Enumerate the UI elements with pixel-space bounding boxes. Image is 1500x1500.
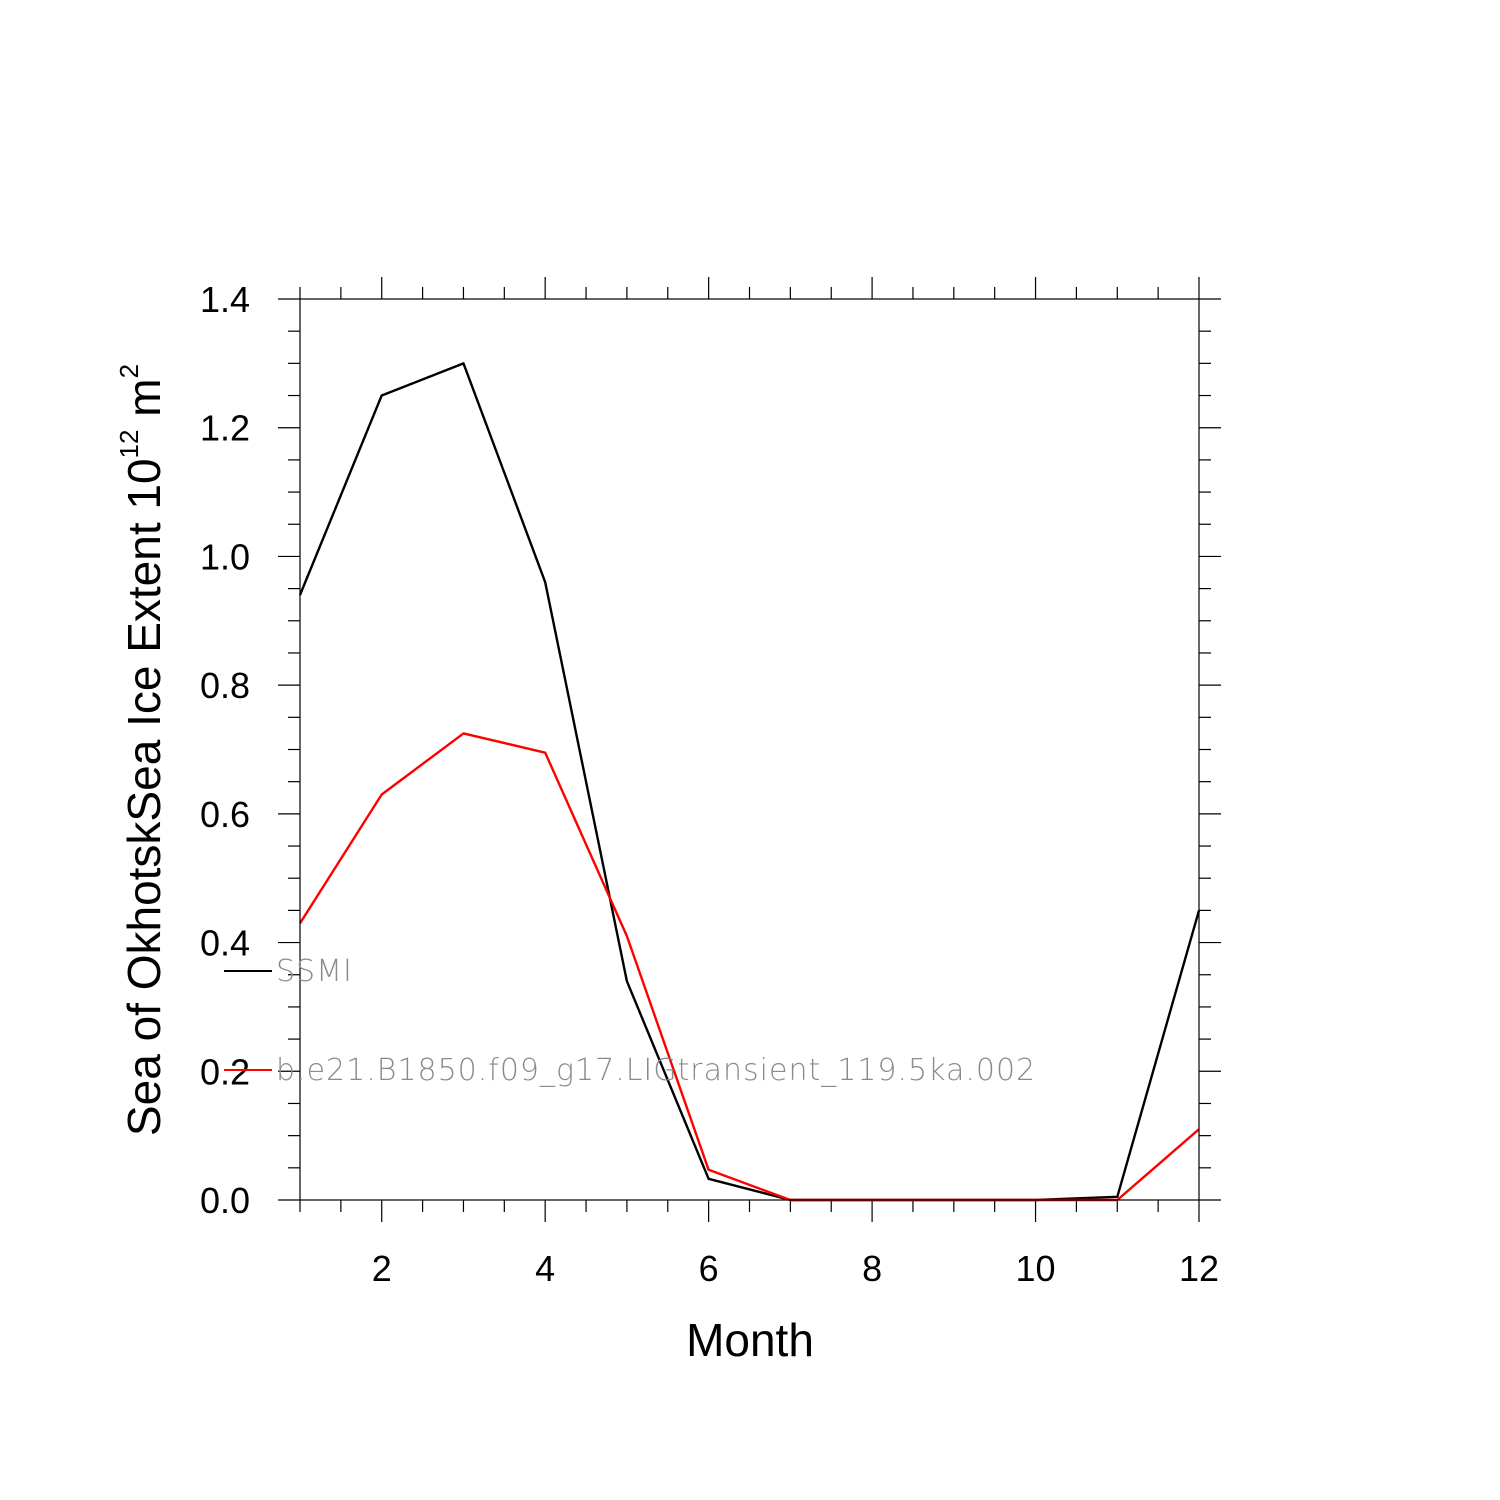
series-line-1 <box>298 732 1200 1202</box>
legend-label-model: b.e21.B1850.f09_g17.LIGtransient_119.5ka… <box>276 1053 1036 1088</box>
y-axis-title-exp2: 2 <box>114 364 144 378</box>
y-tick-label: 0.2 <box>200 1051 250 1092</box>
y-axis-title-exp1: 12 <box>114 430 144 459</box>
y-axis-title-main: Sea of OkhotskSea Ice Extent 10 <box>118 458 170 1136</box>
x-tick-label: 6 <box>699 1248 719 1289</box>
tick-labels: 2 4 6 8 10 12 0.0 0.2 0.4 0.6 0.8 1.0 1.2 1.4 <box>200 279 1219 1289</box>
x-axis-title: Month <box>686 1314 814 1366</box>
axis-ticks <box>278 277 1221 1222</box>
y-tick-label: 0.8 <box>200 665 250 706</box>
legend: SSMI b.e21.B1850.f09_g17.LIGtransient_11… <box>224 954 1036 1088</box>
x-tick-label: 8 <box>862 1248 882 1289</box>
y-tick-label: 0.6 <box>200 794 250 835</box>
y-axis-title-unit: m <box>118 378 170 429</box>
legend-label-ssmi: SSMI <box>276 954 353 989</box>
y-tick-label: 1.0 <box>200 536 250 577</box>
y-axis-title: Sea of OkhotskSea Ice Extent 1012 m2 <box>114 364 170 1136</box>
y-tick-label: 0.4 <box>200 923 250 964</box>
x-tick-label: 12 <box>1179 1248 1219 1289</box>
y-tick-label: 1.2 <box>200 408 250 449</box>
x-tick-label: 2 <box>372 1248 392 1289</box>
x-tick-label: 10 <box>1016 1248 1056 1289</box>
y-tick-label: 1.4 <box>200 279 250 320</box>
y-tick-label: 0.0 <box>200 1180 250 1221</box>
plot-frame <box>299 298 1200 1201</box>
x-tick-label: 4 <box>535 1248 555 1289</box>
